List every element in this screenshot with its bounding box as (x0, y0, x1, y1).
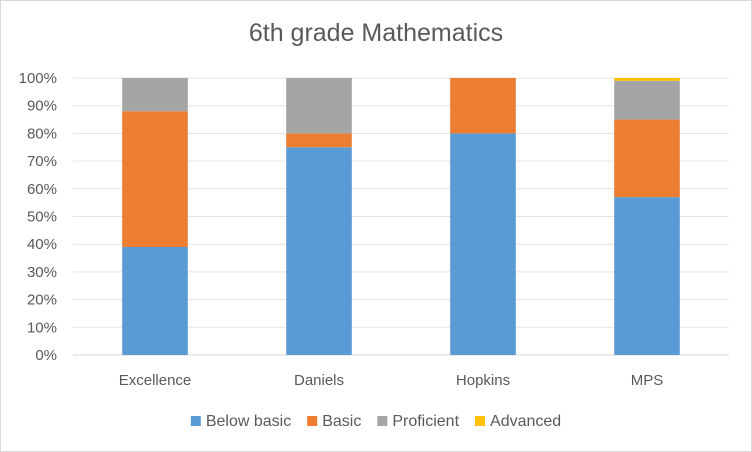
x-tick-label: Daniels (294, 372, 344, 389)
y-tick-label: 60% (27, 181, 57, 198)
legend-label: Proficient (392, 413, 459, 430)
bar-segment-below-basic (614, 197, 680, 355)
bar-segment-below-basic (122, 246, 188, 355)
y-tick-label: 50% (27, 209, 57, 226)
y-tick-label: 30% (27, 264, 57, 281)
y-tick-label: 70% (27, 153, 57, 170)
chart-title: 6th grade Mathematics (248, 19, 504, 47)
bar-segment-basic (614, 119, 680, 198)
bar-segment-below-basic (450, 133, 516, 355)
legend-label: Advanced (490, 413, 561, 430)
x-tick-label: Excellence (119, 372, 192, 389)
legend-label: Below basic (206, 413, 291, 430)
bar-segment-proficient (122, 78, 188, 112)
legend-label: Basic (322, 413, 361, 430)
y-tick-label: 10% (27, 319, 57, 336)
legend-swatch (475, 416, 486, 426)
bar-segment-basic (286, 133, 352, 148)
bar-segment-advanced (614, 78, 680, 81)
y-tick-label: 90% (27, 98, 57, 115)
bar-segment-basic (122, 111, 188, 247)
y-tick-label: 80% (27, 125, 57, 142)
bar-segment-proficient (286, 78, 352, 134)
bar-segment-basic (450, 78, 516, 134)
y-tick-label: 0% (35, 347, 57, 364)
legend-swatch (190, 416, 201, 426)
x-tick-label: MPS (631, 372, 664, 389)
bar-segment-below-basic (286, 147, 352, 355)
bar-segment-proficient (614, 80, 680, 120)
y-tick-label: 20% (27, 292, 57, 309)
x-tick-label: Hopkins (456, 372, 510, 389)
y-tick-label: 100% (19, 70, 57, 87)
legend-swatch (377, 416, 388, 426)
y-tick-label: 40% (27, 236, 57, 253)
legend-swatch (307, 416, 318, 426)
